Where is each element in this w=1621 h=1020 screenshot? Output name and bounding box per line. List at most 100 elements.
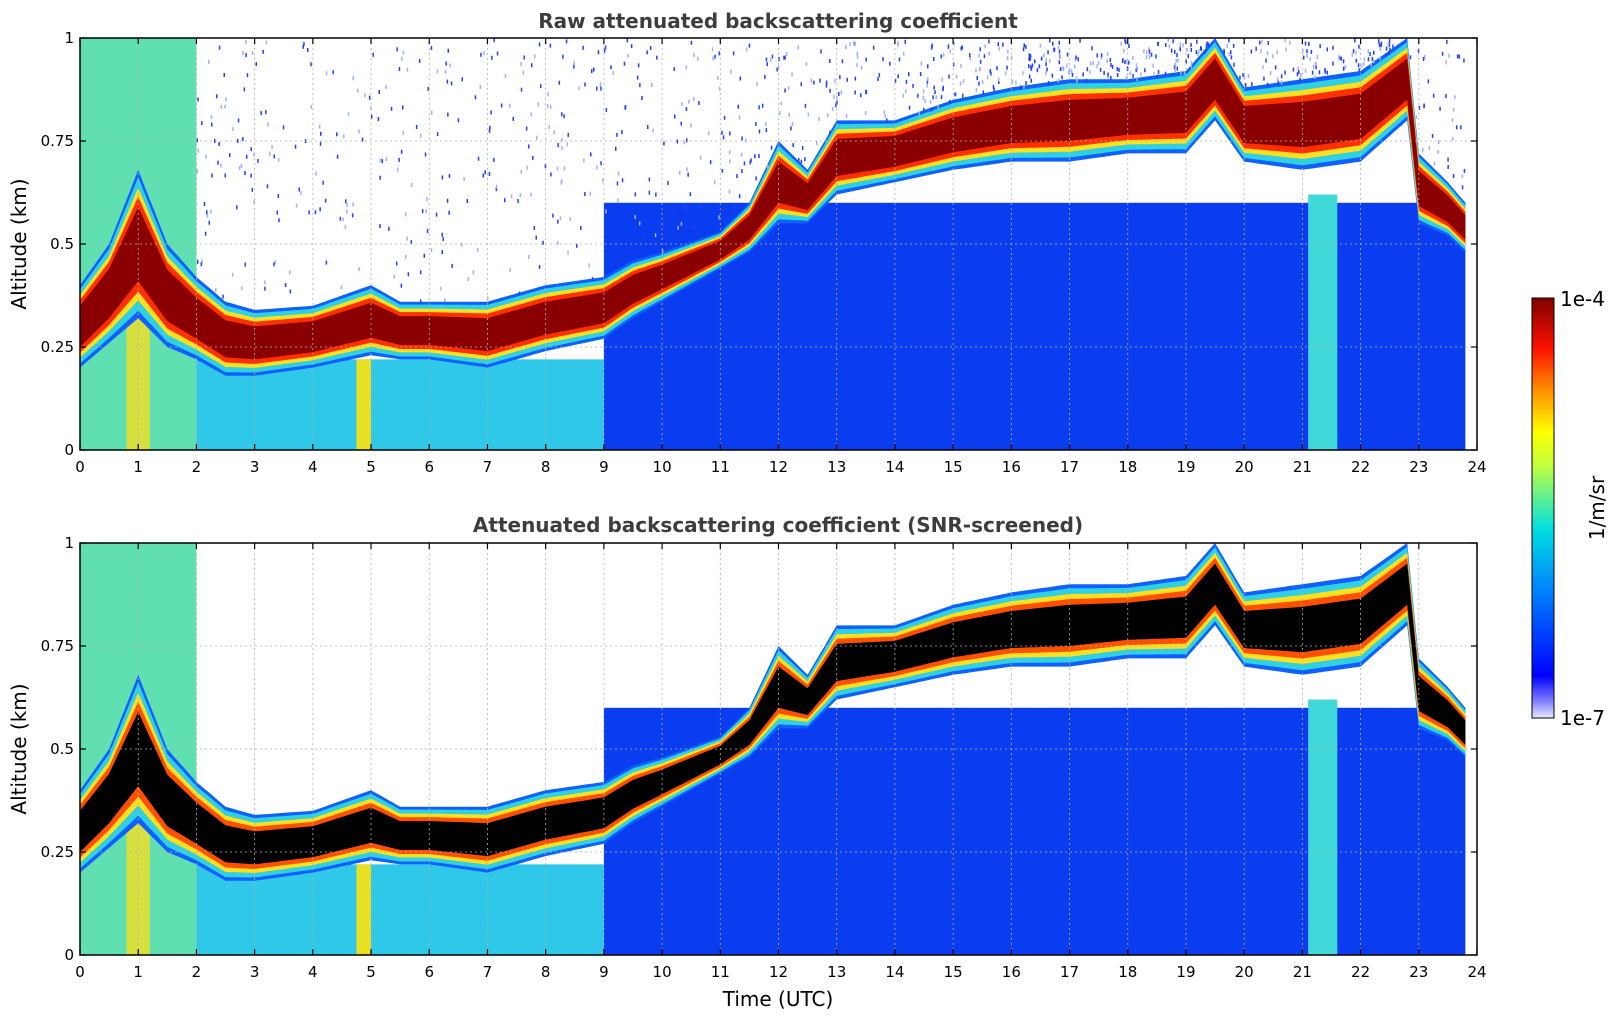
noise-speckle [1363,57,1366,62]
x-tick-label: 13 [827,458,846,476]
noise-speckle [685,205,687,210]
noise-speckle [325,71,328,76]
noise-speckle [979,47,981,52]
noise-speckle [787,86,790,91]
noise-speckle [284,283,287,287]
noise-speckle [654,233,657,238]
x-tick-label: 22 [1351,963,1370,981]
noise-speckle [518,291,521,296]
noise-speckle [322,180,324,185]
noise-speckle [474,95,477,100]
noise-speckle [819,78,821,83]
noise-speckle [405,212,407,217]
x-tick-label: 7 [483,458,493,476]
noise-speckle [1385,46,1388,51]
noise-speckle [680,121,682,126]
noise-speckle [1082,72,1084,77]
noise-speckle [1071,72,1074,77]
noise-speckle [1140,72,1142,77]
noise-speckle [648,190,651,195]
noise-speckle [1148,47,1150,52]
noise-speckle [427,86,429,91]
noise-speckle [220,163,222,168]
noise-speckle [245,154,248,159]
noise-speckle [368,95,371,100]
noise-speckle [457,118,460,123]
noise-speckle [385,157,388,161]
noise-speckle [1076,79,1078,83]
noise-speckle [342,217,344,222]
noise-speckle [1261,39,1263,44]
noise-speckle [1036,68,1039,73]
noise-speckle [1461,185,1464,190]
noise-speckle [461,77,463,82]
noise-speckle [488,172,491,176]
noise-speckle [1126,59,1128,64]
noise-speckle [728,189,731,194]
noise-speckle [1342,66,1345,71]
noise-speckle [1145,55,1148,60]
panel-title-raw: Raw attenuated backscattering coefficien… [538,9,1018,33]
noise-speckle [1296,72,1299,77]
noise-speckle [685,107,688,112]
noise-speckle [943,52,945,57]
x-tick-label: 5 [366,458,376,476]
noise-speckle [1053,47,1056,52]
noise-speckle [778,57,780,62]
noise-speckle [1057,45,1060,50]
noise-speckle [489,125,491,130]
noise-speckle [709,160,712,165]
noise-speckle [1205,48,1207,53]
y-tick-label: 1 [64,29,74,47]
noise-speckle [1373,59,1375,64]
noise-speckle [988,51,990,56]
noise-speckle [729,131,731,136]
noise-speckle [707,131,710,136]
noise-speckle [242,137,244,142]
noise-speckle [488,128,491,133]
noise-speckle [926,83,928,88]
x-tick-label: 16 [1002,458,1021,476]
colorbar-gradient [1531,297,1555,719]
noise-speckle [636,75,639,80]
noise-speckle [976,76,978,81]
noise-speckle [693,96,695,101]
noise-speckle [784,55,786,60]
noise-speckle [1068,68,1071,73]
y-tick-label: 0.25 [41,843,74,861]
noise-speckle [345,199,347,204]
noise-speckle [467,277,470,282]
x-tick-label: 5 [366,963,376,981]
noise-speckle [783,55,785,60]
noise-speckle [324,198,327,203]
noise-speckle [600,161,602,166]
noise-speckle [1355,58,1358,63]
x-tick-label: 11 [711,963,730,981]
noise-speckle [988,39,990,44]
noise-speckle [214,138,216,143]
noise-speckle [1456,54,1459,59]
noise-speckle [1300,73,1302,78]
noise-speckle [520,62,522,66]
noise-speckle [1418,106,1421,110]
noise-speckle [1118,67,1120,72]
noise-speckle [319,207,321,212]
noise-speckle [536,135,538,140]
noise-speckle [902,93,904,98]
noise-speckle [1086,67,1089,72]
noise-speckle [1205,44,1208,49]
noise-speckle [835,103,837,108]
noise-speckle [1128,60,1130,65]
noise-speckle [864,111,867,115]
noise-speckle [197,259,199,264]
noise-speckle [1311,70,1314,75]
noise-speckle [605,209,607,214]
noise-speckle [1379,56,1381,61]
noise-speckle [196,169,199,174]
noise-speckle [504,74,507,79]
noise-speckle [460,242,463,247]
x-tick-label: 3 [250,963,260,981]
noise-speckle [785,52,788,56]
noise-speckle [1174,63,1176,68]
noise-speckle [1152,63,1154,68]
